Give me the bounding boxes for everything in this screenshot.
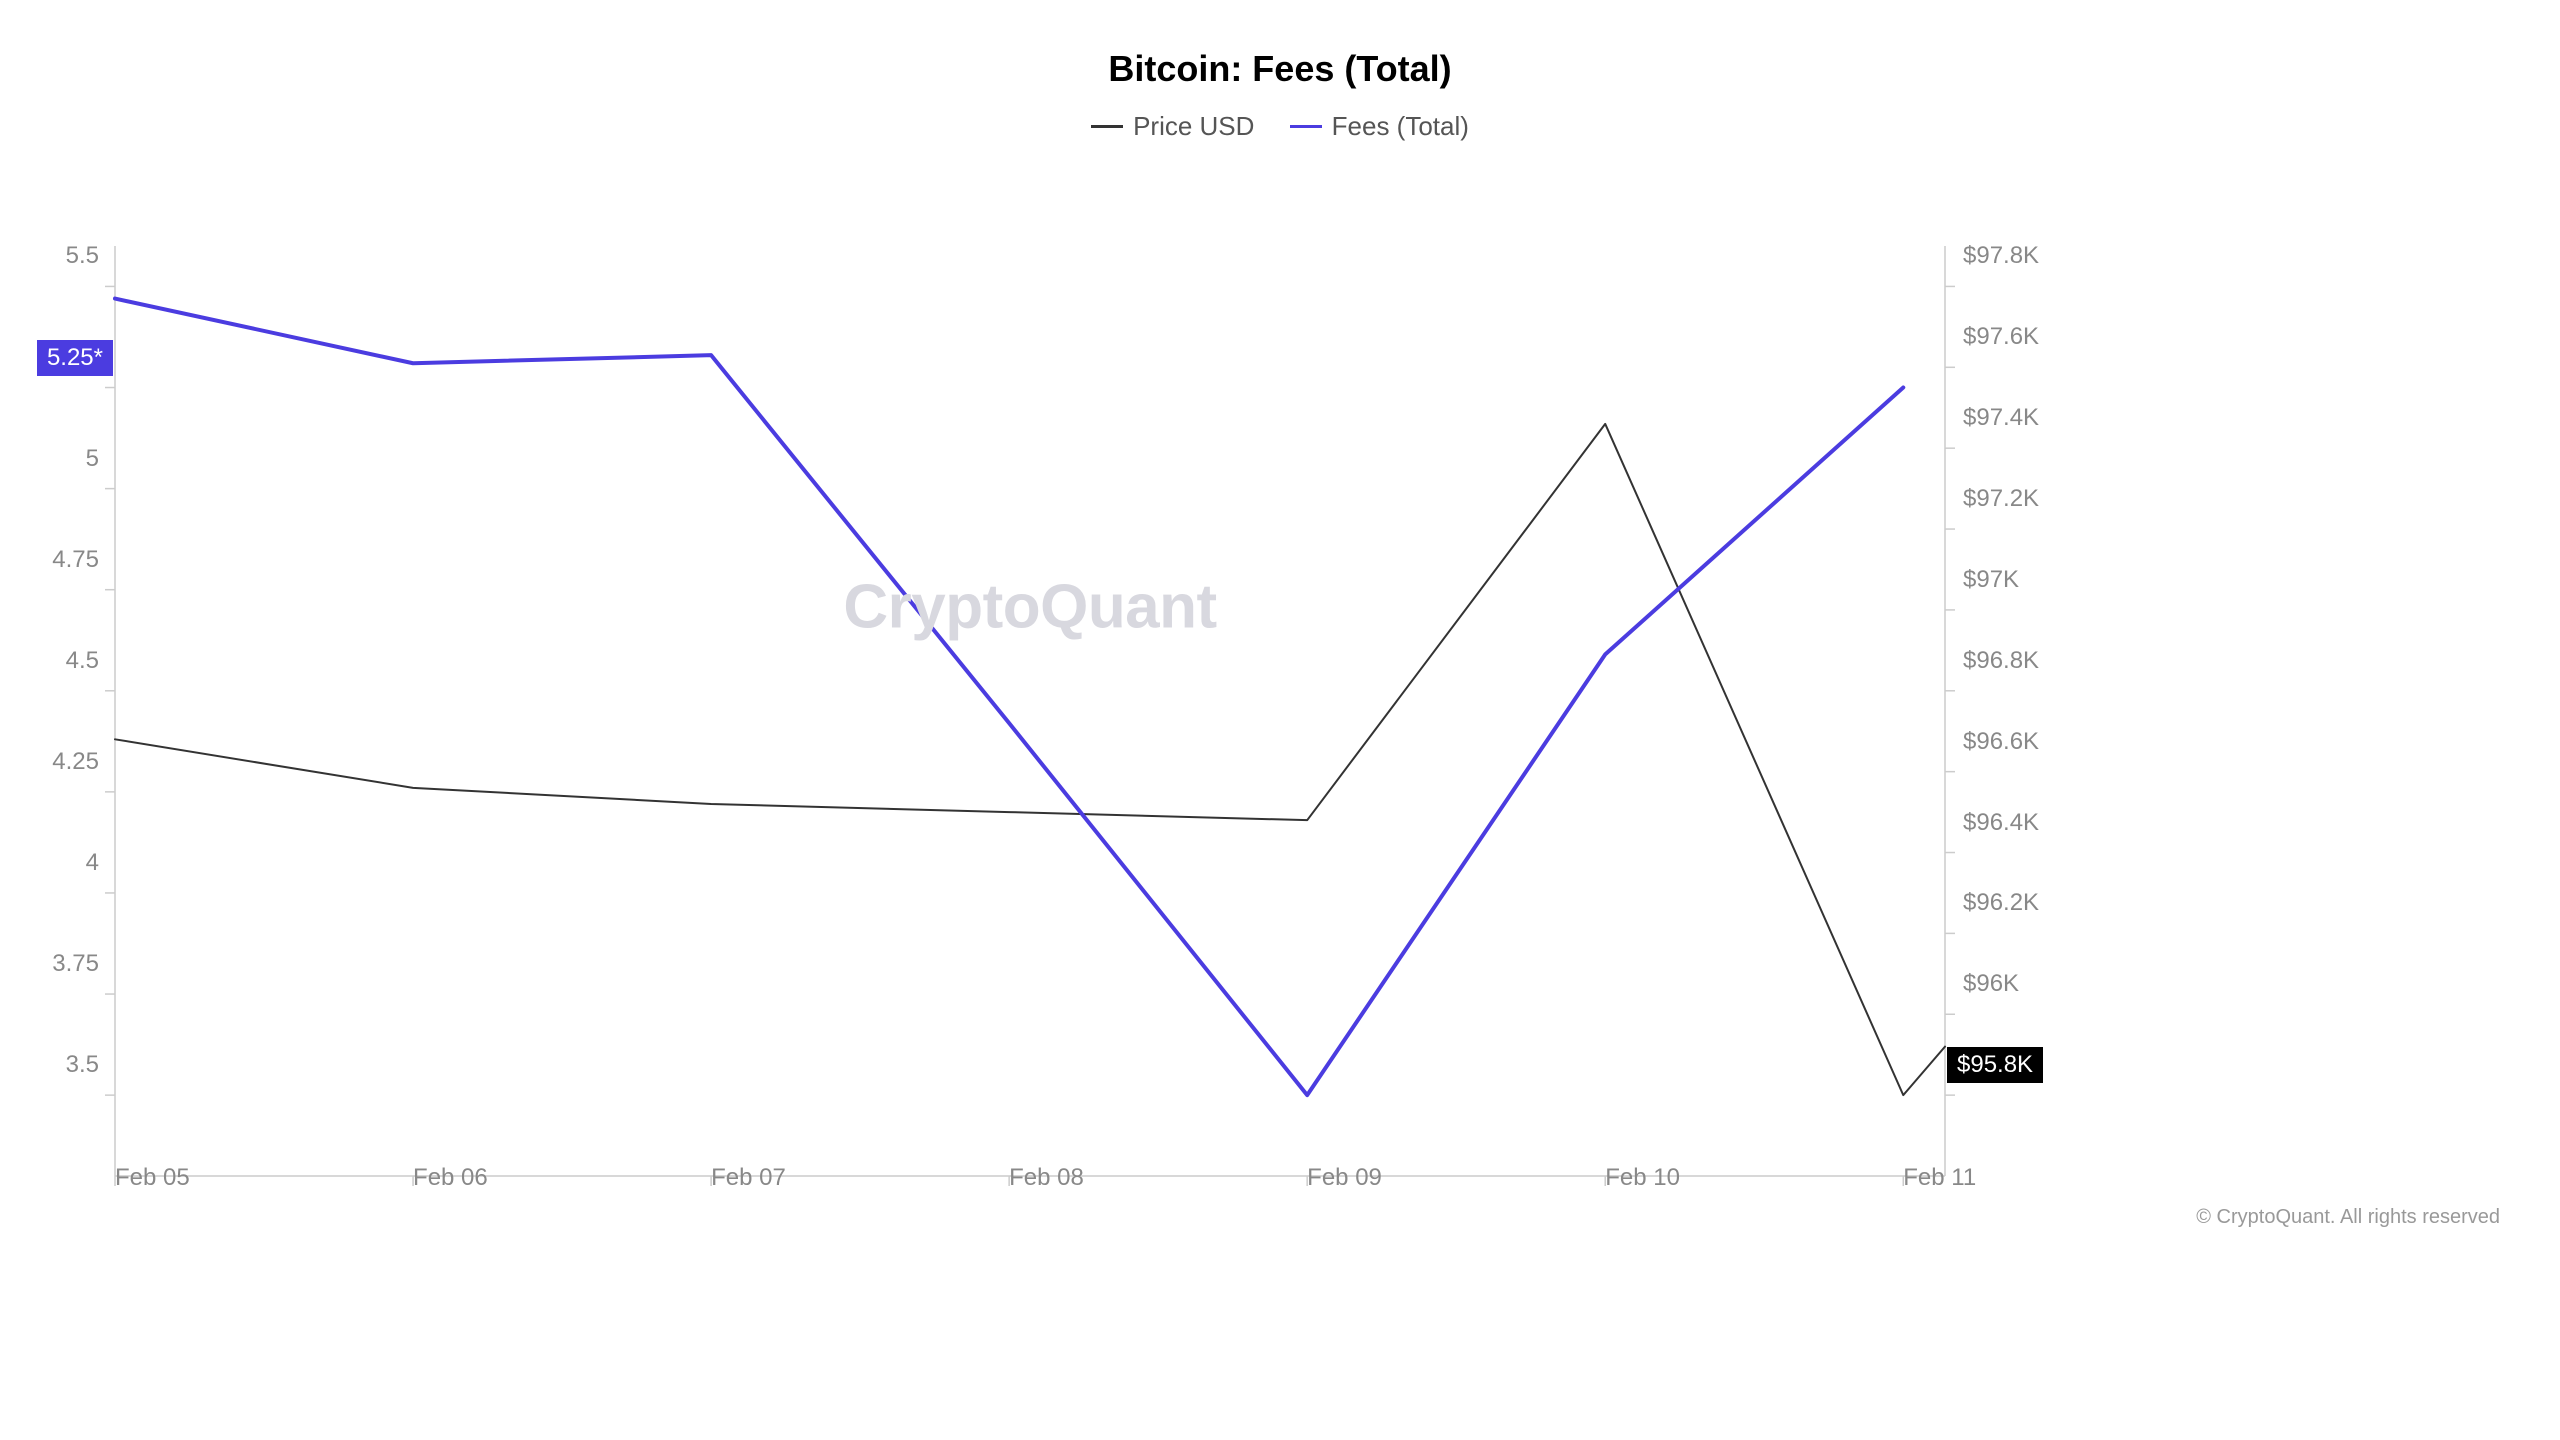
x-tick-label: Feb 07 <box>711 1164 786 1192</box>
y-right-tick-label: $97.8K <box>1963 242 2039 270</box>
x-tick-label: Feb 09 <box>1307 1164 1382 1192</box>
legend-item-fees: Fees (Total) <box>1290 111 1469 142</box>
y-right-tick-label: $96K <box>1963 970 2019 998</box>
y-left-tick-label: 5.5 <box>66 242 99 270</box>
y-right-tick-label: $97.6K <box>1963 323 2039 351</box>
legend-label-price: Price USD <box>1133 111 1254 142</box>
left-axis-highlight: 5.25* <box>37 340 113 376</box>
y-left-tick-label: 4 <box>86 849 99 877</box>
y-left-tick-label: 3.5 <box>66 1051 99 1079</box>
y-left-tick-label: 5 <box>86 445 99 473</box>
legend-swatch-fees <box>1290 125 1322 128</box>
y-left-tick-label: 4.25 <box>52 748 99 776</box>
chart-legend: Price USD Fees (Total) <box>0 104 2560 142</box>
y-left-tick-label: 4.5 <box>66 647 99 675</box>
x-tick-label: Feb 06 <box>413 1164 488 1192</box>
right-axis-highlight: $95.8K <box>1947 1047 2043 1083</box>
legend-item-price: Price USD <box>1091 111 1254 142</box>
x-tick-label: Feb 10 <box>1605 1164 1680 1192</box>
legend-label-fees: Fees (Total) <box>1332 111 1469 142</box>
y-right-tick-label: $97.4K <box>1963 404 2039 432</box>
y-right-tick-label: $96.6K <box>1963 728 2039 756</box>
y-left-tick-label: 4.75 <box>52 546 99 574</box>
y-right-tick-label: $96.4K <box>1963 809 2039 837</box>
y-right-tick-label: $96.8K <box>1963 647 2039 675</box>
legend-swatch-price <box>1091 125 1123 128</box>
y-right-tick-label: $97.2K <box>1963 485 2039 513</box>
x-tick-label: Feb 08 <box>1009 1164 1084 1192</box>
plot-area: CryptoQuant <box>115 216 1945 1146</box>
copyright: © CryptoQuant. All rights reserved <box>2196 1206 2500 1229</box>
y-right-tick-label: $97K <box>1963 566 2019 594</box>
y-left-tick-label: 3.75 <box>52 950 99 978</box>
chart-svg <box>115 216 1945 1206</box>
chart-title: Bitcoin: Fees (Total) <box>0 48 2560 90</box>
x-tick-label: Feb 11 <box>1903 1164 1976 1192</box>
y-right-tick-label: $96.2K <box>1963 889 2039 917</box>
x-tick-label: Feb 05 <box>115 1164 190 1192</box>
